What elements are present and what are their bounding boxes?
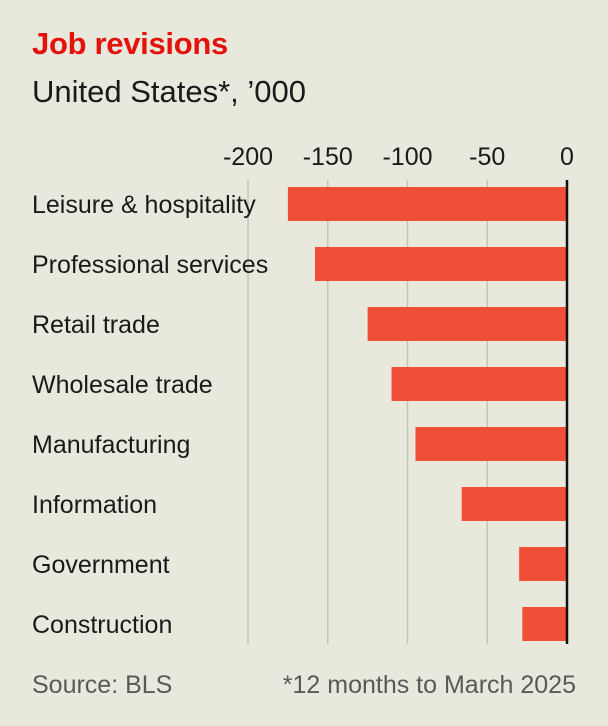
bar — [314, 247, 567, 281]
bar — [522, 607, 567, 641]
category-label: Retail trade — [32, 311, 160, 339]
category-label: Information — [32, 491, 157, 519]
bar — [415, 427, 567, 461]
category-label: Government — [32, 551, 170, 579]
bar — [367, 307, 567, 341]
bar — [519, 547, 567, 581]
category-label: Professional services — [32, 251, 268, 279]
bar — [287, 187, 567, 221]
category-label: Construction — [32, 611, 172, 639]
bar — [461, 487, 567, 521]
category-label: Wholesale trade — [32, 371, 213, 399]
footnote: *12 months to March 2025 — [282, 671, 576, 699]
source-note: Source: BLS — [32, 671, 173, 699]
x-tick-label: -150 — [303, 143, 353, 171]
bar — [391, 367, 567, 401]
x-tick-label: -100 — [382, 143, 432, 171]
x-tick-label: 0 — [560, 143, 574, 171]
x-tick-label: -200 — [223, 143, 273, 171]
chart-title: Job revisions — [32, 26, 228, 61]
category-label: Manufacturing — [32, 431, 190, 459]
chart-subtitle: United States*, ’000 — [32, 74, 307, 109]
category-label: Leisure & hospitality — [32, 191, 256, 219]
x-tick-label: -50 — [469, 143, 505, 171]
